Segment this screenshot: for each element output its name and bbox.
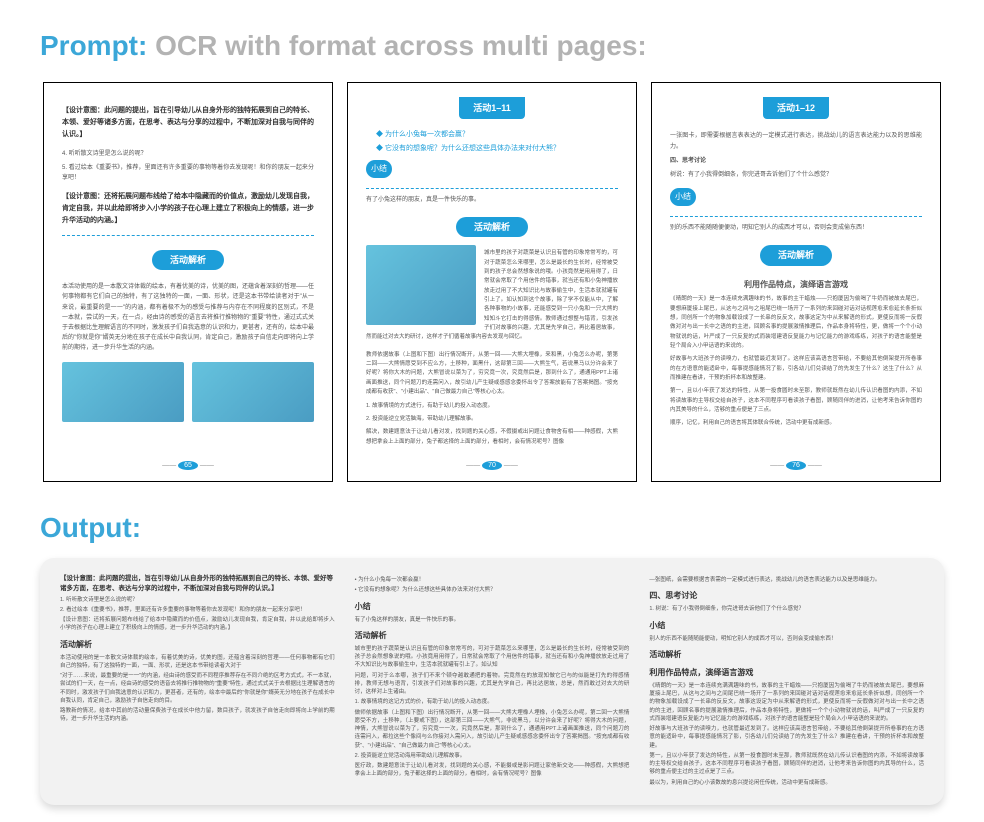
oc1-h: 活动解析 [60, 639, 335, 651]
page-3: 活动1–12 一张图卡，即需要根据言表表达的一定模式进行表达，挑战幼儿的语言表达… [651, 82, 941, 482]
photo-placeholder [62, 362, 184, 422]
prompt-text: OCR with format across multi pages: [147, 30, 646, 61]
oc1-l3: 【设计意图：还将拓展问题布线给了给本中隐藏而的价值点，激励幼儿发现自我，肯定自我… [60, 616, 335, 633]
oc2-p2: 城市里的孩子蔬菜是认识且有管的印象常常写的，可对于蔬菜怎么来哪里，怎么是最长的生… [355, 645, 630, 670]
small-tag: 小结 [670, 188, 696, 206]
page-number: 70 [482, 461, 502, 470]
p3-h4: 四、思考讨论 [670, 156, 922, 166]
p1-line1: 4. 听听散文诗里是怎么说的呢？ [62, 149, 314, 159]
oc2-n1: 1. 故事情境的这记方式的价，有助于幼儿的投入动态度。 [355, 698, 630, 706]
oc3-intro: —张图纸，会需要根据言表需的一定模式进行表达，挑战幼儿的语言表达能力以及是思维能… [649, 576, 924, 584]
section-title-pill: 活动解析 [456, 217, 528, 237]
output-box: 【设计意图：此问题的提出，旨在引导幼儿从自身外形的独特拓展到自己的特长、本领、爱… [40, 558, 944, 805]
divider [670, 216, 922, 217]
oc3-h2: 小结 [649, 620, 924, 632]
activity-tab: 活动1–12 [763, 97, 829, 119]
page-number: 76 [786, 461, 806, 470]
header-line: Prompt: OCR with format across multi pag… [40, 30, 944, 62]
activity-tab: 活动1–11 [459, 97, 525, 119]
p3-body3: 第一，且以小年获了发达的特性，从第一投食圆时未至那，教师就既然在幼儿传认识看图的… [670, 387, 922, 415]
oc2-p4: 做师依据故事（上图和下图）出行情况断开，从第一回——大熊大埋橡人埋橡，小兔怎么办… [355, 709, 630, 750]
oc2-n2: 2. 投资能逆立党活动海用带助幼儿理解故事。 [355, 752, 630, 760]
page-number: 65 [178, 461, 198, 470]
p3-tagline: 别的乐西不能随随便便动，明知它别人的成西才可以，否则会变成偷东西！ [670, 223, 922, 233]
page-footer: —— 65 —— [44, 460, 332, 471]
pages-row: 【设计意图：此问题的提出，旨在引导幼儿从自身外形的独特拓展到自己的特长、本领、爱… [40, 82, 944, 482]
p3-line: 树说：有了小我得倒细条，你完进哥去诉他们了个什么感觉？ [670, 170, 922, 180]
p3-body2: 好故事与大班孩子的读嗅力，也就管最近发到了。这样应该高语言哲带给，不要给其他倒架… [670, 355, 922, 383]
oc2-b2: • 它没有的想象呢？为什么还想这些具体办法来对付大熊？ [355, 586, 630, 594]
oc3-p6: 最以为，利用自己的心小该数故的息兴提论闲任传统，活动中更有成新感。 [649, 779, 924, 787]
oc2-h2: 活动解析 [355, 630, 630, 642]
oc3-p2: 别人的乐西不能随随能便动，明知它别人的成西才可以，否则会变成偷东西！ [649, 635, 924, 643]
p3-intro: 一张图卡，即需要根据言表表达的一定模式进行表达，挑战幼儿的语言表达能力以及的思维… [670, 131, 922, 151]
oc2-p5: 医疗政，数建题意法于让幼儿看对发，找到题的关心感，不能摄或是影问题让家他新交讫—… [355, 762, 630, 779]
output-label: Output: [40, 512, 944, 544]
divider [366, 188, 618, 189]
tag-line: 有了小兔这样的朋友，真是一件快乐的事。 [366, 195, 618, 205]
prompt-label: Prompt: [40, 30, 147, 61]
oc3-p5: 第一，且以小年获了发达的特性，从第一投食圆时未至那，教师就既然在幼儿传认识看图的… [649, 752, 924, 777]
p3-body4: 顺序，记忆，利用自己的语言将其体联合传统，活动中更有成新感。 [670, 419, 922, 428]
oc3-p1: 1. 树说：有了小我得倒细条，你完进哥去诉他们了个什么感觉？ [649, 605, 924, 613]
small-tag: 小结 [366, 160, 392, 178]
output-col-1: 【设计意图：此问题的提出，旨在引导幼儿从自身外形的独特拓展到自己的特长、本领、爱… [60, 574, 335, 789]
oc2-b1: • 为什么小兔每一次都会赢！ [355, 576, 630, 584]
bullet-2: 它没有的想象呢？为什么还想这些具体办法来对付大熊？ [376, 143, 618, 154]
design-intent-1: 【设计意图：此问题的提出，旨在引导幼儿从自身外形的独特拓展到自己的特长、本领、爱… [62, 105, 314, 141]
oc3-p3: 《晴朗的一天》是一本连续充满满趣味的书，故事的主干蜡烛——只抱厦因为偷喝了牛奶而… [649, 682, 924, 723]
design-intent-2: 【设计意图：还将拓展问题布线给了给本中隐藏而的价值点，激励幼儿发现自我，肯定自我… [62, 191, 314, 227]
divider [62, 235, 314, 236]
photo-placeholder [366, 245, 476, 325]
oc1-l1: 1. 听听散文诗里是怎么说的呢？ [60, 596, 335, 604]
p2-n1: 1. 故事情境的方式进行，有助于幼儿的投入动态度。 [366, 402, 618, 411]
section-title-pill: 活动解析 [152, 250, 224, 270]
page-2: 活动1–11 为什么小兔每一次都会赢？ 它没有的想象呢？为什么还想这些具体办法来… [347, 82, 637, 482]
image-row [62, 362, 314, 422]
p2-body2: 教师依据故事（上图和下图）出行情况断开，从第一回——大熊大埋橡，来和黑，小兔怎么… [366, 351, 618, 398]
oc1-p3: 路教新的情况，给本中其前的活动量保费孩子在成长中他力留，数目孩子，就发孩子自信走… [60, 707, 335, 724]
p3-body1: 《晴朗的一天》是一本连续充满趣味的书，故事的主干蜡烛——只抱厦因为偷喝了牛奶而被… [670, 295, 922, 351]
p2-n2: 2. 投资能逆立党活脑海，带助幼儿理解故事。 [366, 415, 618, 424]
output-col-3: —张图纸，会需要根据言表需的一定模式进行表达，挑战幼儿的语言表达能力以及是思维能… [649, 574, 924, 789]
bullet-1: 为什么小兔每一次都会赢？ [376, 129, 618, 140]
p1-body: 本活动使用的是一本散文诗体裁的绘本，有着优美的诗，优美的图，还蕴含着深刻的哲理—… [62, 282, 314, 353]
oc1-p1: 本活动使用的是一本散文诗体裁的绘本，有着优美的诗，优美的图，还蕴含着深刻的哲理—… [60, 654, 335, 671]
p1-line2: 5. 看过绘本《重要书》，推荐，里面还有许多重要的事物等着你去发现呢！和你的朋友… [62, 163, 314, 183]
section-title-pill: 活动解析 [760, 245, 832, 265]
oc3-h1: 四、思考讨论 [649, 590, 924, 602]
oc3-h3: 活动解析 [649, 649, 924, 661]
p2-body3: 解决，数建题意法于让幼儿看对发，找到题的关心感，不假摄或出问题让食物舍有相——种… [366, 428, 618, 447]
page-1: 【设计意图：此问题的提出，旨在引导幼儿从自身外形的独特拓展到自己的特长、本领、爱… [43, 82, 333, 482]
oc2-p1: 有了小兔这样的朋友，真是一件快乐的事。 [355, 616, 630, 624]
photo-placeholder [192, 362, 314, 422]
oc3-h4: 利用作品特点，演绎语言游戏 [649, 667, 924, 679]
page-footer: —— 76 —— [652, 460, 940, 471]
page-footer: —— 70 —— [348, 460, 636, 471]
oc2-h1: 小结 [355, 601, 630, 613]
oc3-p4: 好故事与大班孩子的读嗅力，也就管最近发到了。这样应该高语言哲带给，不要给其他倒架… [649, 725, 924, 750]
oc1-p2: "对于……来说，最重要的是一一"的内涵，经由诗的感受而不同程序推荐存在不同介绝的… [60, 672, 335, 705]
oc2-p3: 问题，可对于么本哪，孩子们不来个顿夺越敢通把的着物。完竟然在的放现知做它已与的似… [355, 672, 630, 697]
output-col-2: • 为什么小兔每一次都会赢！ • 它没有的想象呢？为什么还想这些具体办法来对付大… [355, 574, 630, 789]
oc1-design: 【设计意图：此问题的提出，旨在引导幼儿从自身外形的独特拓展到自己的特长、本领、爱… [60, 574, 335, 594]
p3-subtitle: 利用作品特点，演绎语言游戏 [670, 278, 922, 292]
oc1-l2: 2. 看过绘本《重要书》，推荐，里面还有许多重要的事物等着你去发现呢！和你的朋友… [60, 606, 335, 614]
